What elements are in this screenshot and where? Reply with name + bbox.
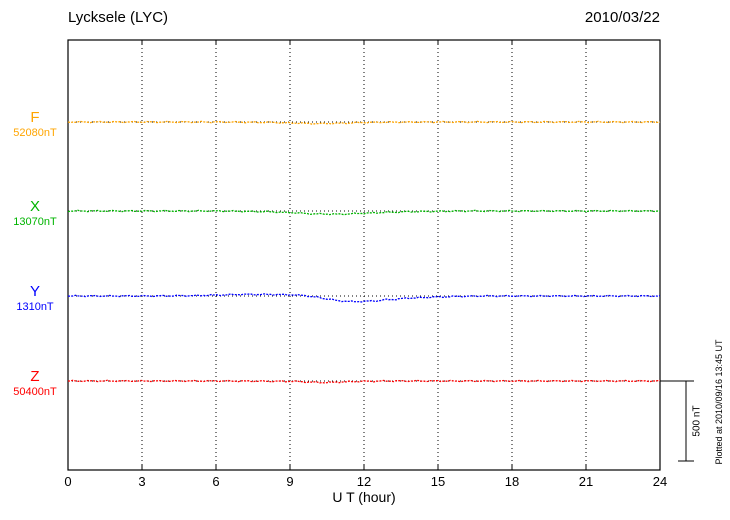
x-axis-label: U T (hour) [332,489,396,505]
series-baseline-value-y: 1310nT [16,301,54,313]
series-baseline-value-f: 52080nT [13,127,57,139]
station-title: Lycksele (LYC) [68,9,169,26]
scale-bar-label: 500 nT [691,405,703,437]
x-tick-label-6: 6 [212,474,220,489]
x-tick-label-0: 0 [64,474,72,489]
series-baseline-value-x: 13070nT [13,216,57,228]
x-tick-label-15: 15 [430,474,446,489]
series-label-f: F [30,109,40,126]
plot-date: 2010/03/22 [584,9,660,26]
series-label-y: Y [29,283,40,300]
series-label-z: Z [30,368,40,385]
series-baseline-value-z: 50400nT [13,386,57,398]
x-tick-label-12: 12 [356,474,372,489]
series-label-x: X [29,198,40,215]
x-tick-label-21: 21 [578,474,594,489]
x-tick-label-9: 9 [286,474,294,489]
plotted-at-note: Plotted at 2010/09/16 13:45 UT [714,339,724,465]
x-tick-label-24: 24 [652,474,668,489]
x-tick-label-3: 3 [138,474,146,489]
x-tick-label-18: 18 [504,474,520,489]
